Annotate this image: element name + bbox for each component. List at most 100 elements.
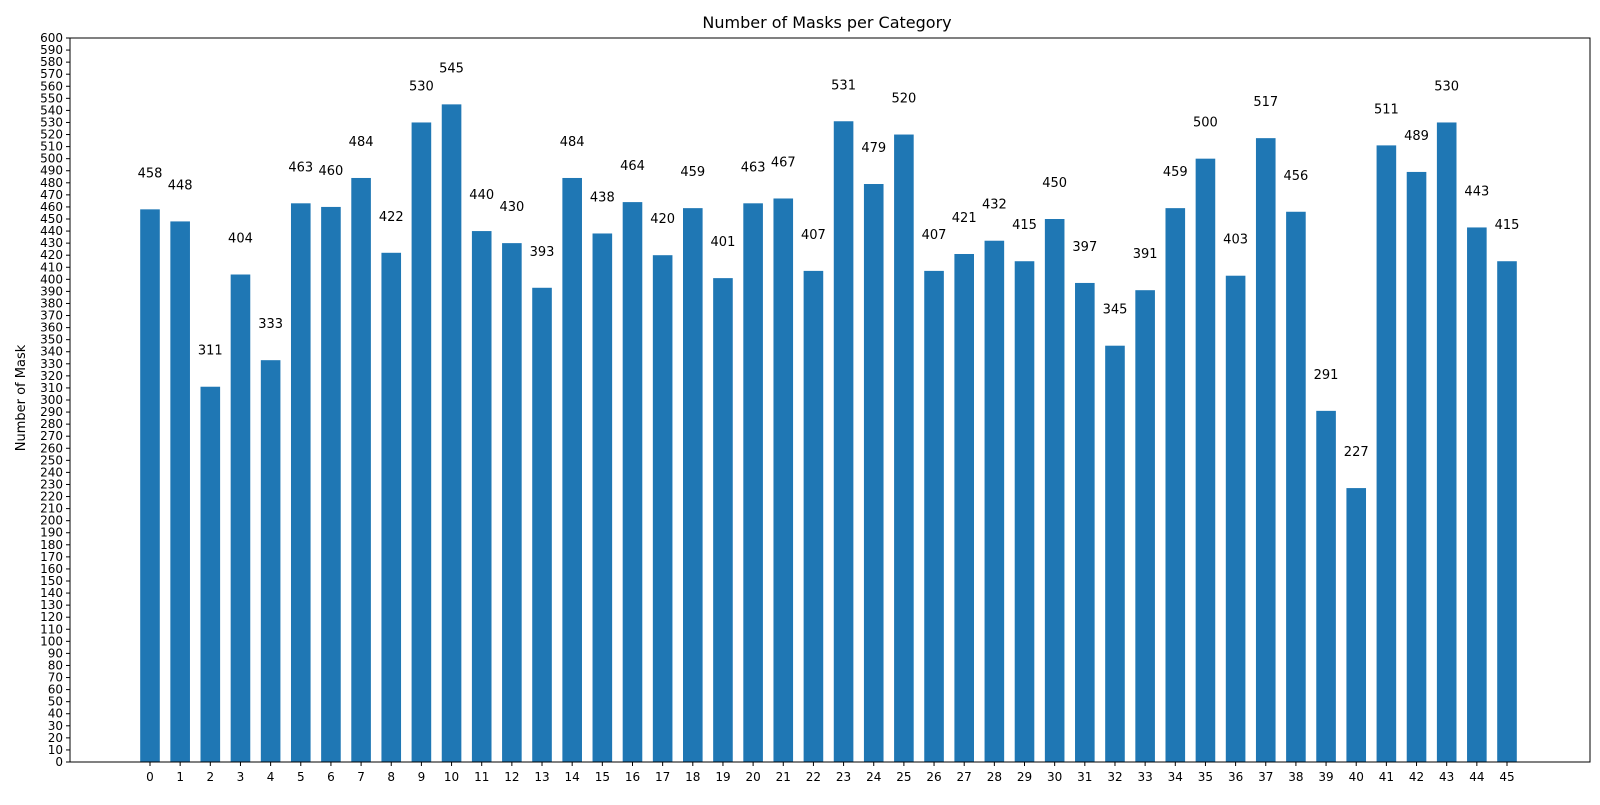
x-tick-label-22: 22 (806, 770, 821, 784)
y-tick-label: 110 (40, 622, 63, 636)
x-tick-label-16: 16 (625, 770, 640, 784)
y-tick-label: 430 (40, 236, 63, 250)
y-tick-label: 310 (40, 381, 63, 395)
y-axis-ticks: 0102030405060708090100110120130140150160… (40, 31, 70, 769)
x-tick-label-6: 6 (327, 770, 335, 784)
bar-21 (773, 198, 794, 762)
data-label-27: 421 (952, 211, 977, 226)
bar-9 (411, 122, 432, 762)
bar-20 (743, 203, 763, 762)
x-tick-label-38: 38 (1288, 770, 1303, 784)
y-tick-label: 510 (40, 140, 63, 154)
y-tick-label: 570 (40, 67, 63, 81)
plot-frame (69, 37, 1591, 763)
x-tick-label-17: 17 (655, 770, 670, 784)
x-axis-ticks: 0 1 2 3 4 5 6 7 8 9 10 11 12 13 14 15 16 17 18 19 20 21 22 23 24… (146, 762, 1515, 784)
bar-27 (954, 253, 975, 762)
y-tick-label: 470 (40, 188, 63, 202)
x-tick-label-18: 18 (685, 770, 700, 784)
bar-34 (1165, 208, 1186, 762)
x-tick-label-29: 29 (1017, 770, 1032, 784)
y-tick-label: 360 (40, 321, 63, 335)
x-tick-label-25: 25 (896, 770, 911, 784)
y-tick-label: 400 (40, 272, 63, 286)
data-label-16: 464 (620, 159, 645, 174)
data-label-41: 511 (1374, 102, 1399, 117)
data-label-3: 404 (228, 232, 253, 247)
x-tick-label-44: 44 (1469, 770, 1484, 784)
bar-36 (1225, 275, 1246, 762)
data-label-17: 420 (650, 212, 675, 227)
y-tick-label: 30 (48, 719, 63, 733)
bar-38 (1286, 211, 1306, 762)
bar-10 (441, 104, 462, 762)
x-tick-label-41: 41 (1379, 770, 1394, 784)
y-tick-label: 350 (40, 333, 63, 347)
y-tick-label: 330 (40, 357, 63, 371)
y-tick-label: 150 (40, 574, 63, 588)
y-tick-label: 420 (40, 248, 63, 262)
x-tick-label-34: 34 (1168, 770, 1183, 784)
y-tick-label: 20 (48, 731, 63, 745)
y-tick-label: 530 (40, 115, 63, 129)
data-label-23: 531 (831, 78, 856, 93)
x-tick-label-40: 40 (1349, 770, 1364, 784)
x-tick-label-15: 15 (595, 770, 610, 784)
data-label-42: 489 (1404, 129, 1429, 144)
bar-19 (713, 278, 733, 762)
bar-43 (1436, 122, 1457, 762)
bar-15 (592, 233, 613, 763)
x-tick-label-45: 45 (1499, 770, 1514, 784)
bar-5 (290, 203, 311, 762)
bar-0 (140, 209, 160, 762)
bar-29 (1014, 261, 1035, 762)
x-tick-label-12: 12 (504, 770, 519, 784)
data-label-2: 311 (198, 344, 223, 359)
data-label-45: 415 (1495, 218, 1520, 233)
data-label-10: 545 (439, 61, 464, 76)
y-tick-label: 230 (40, 477, 63, 491)
y-tick-label: 410 (40, 260, 63, 274)
x-tick-label-19: 19 (715, 770, 730, 784)
data-label-28: 432 (982, 198, 1007, 213)
chart-title: Number of Masks per Category (702, 13, 951, 32)
x-tick-label-0: 0 (146, 770, 154, 784)
data-label-18: 459 (680, 165, 705, 180)
data-label-4: 333 (258, 317, 283, 332)
bar-41 (1376, 145, 1397, 763)
y-tick-label: 80 (48, 658, 63, 672)
bar-14 (562, 177, 582, 762)
x-tick-label-1: 1 (176, 770, 184, 784)
data-label-33: 391 (1133, 247, 1158, 262)
y-tick-label: 210 (40, 502, 63, 516)
data-label-31: 397 (1072, 240, 1097, 255)
y-tick-label: 370 (40, 309, 63, 323)
x-tick-label-20: 20 (745, 770, 760, 784)
y-tick-label: 540 (40, 103, 63, 117)
data-label-15: 438 (590, 190, 615, 205)
y-tick-label: 0 (55, 755, 63, 769)
data-label-37: 517 (1253, 95, 1278, 110)
bar-30 (1044, 219, 1065, 762)
bar-37 (1255, 138, 1276, 763)
y-tick-label: 280 (40, 417, 63, 431)
bar-6 (321, 206, 341, 762)
x-tick-label-27: 27 (957, 770, 972, 784)
x-tick-label-3: 3 (237, 770, 245, 784)
y-tick-label: 550 (40, 91, 63, 105)
x-tick-label-26: 26 (926, 770, 941, 784)
y-tick-label: 100 (40, 634, 63, 648)
y-tick-label: 590 (40, 43, 63, 57)
bar-40 (1346, 488, 1367, 762)
bars (140, 104, 1517, 763)
y-tick-label: 440 (40, 224, 63, 238)
x-tick-label-32: 32 (1107, 770, 1122, 784)
data-label-32: 345 (1103, 303, 1128, 318)
bar-25 (894, 134, 914, 763)
x-tick-label-2: 2 (206, 770, 214, 784)
data-label-21: 467 (771, 155, 796, 170)
y-tick-label: 480 (40, 176, 63, 190)
y-axis-label: Number of Mask (14, 344, 29, 451)
